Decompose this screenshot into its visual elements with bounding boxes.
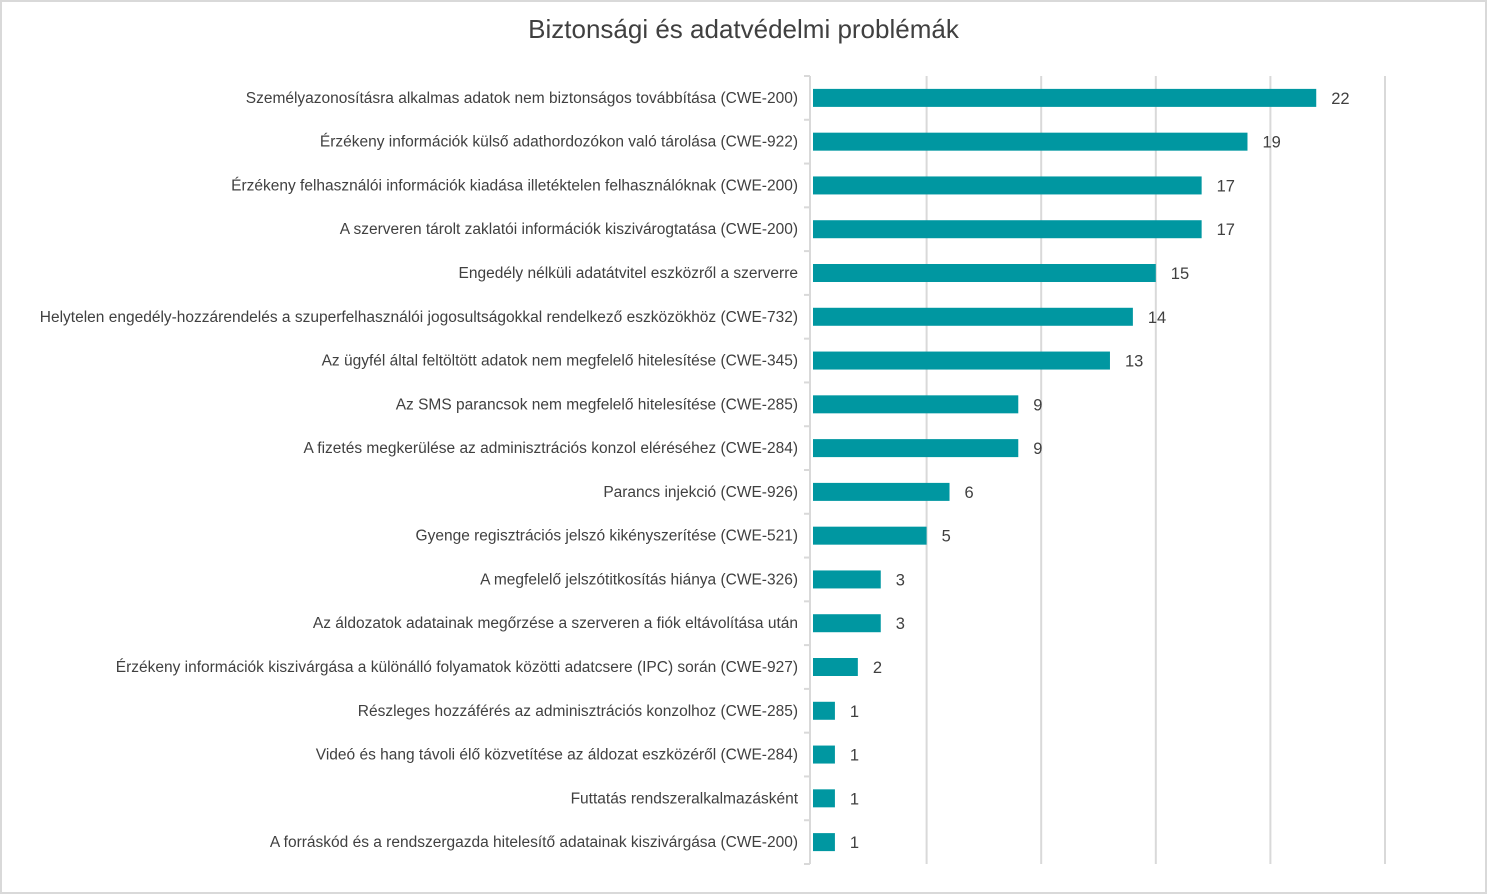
category-label: Videó és hang távoli élő közvetítése az …: [316, 747, 798, 764]
data-label: 1: [850, 703, 859, 721]
data-label: 14: [1148, 309, 1166, 327]
category-label: Érzékeny információk külső adathordozóko…: [320, 134, 798, 151]
data-label: 9: [1033, 396, 1042, 414]
data-label: 13: [1125, 353, 1143, 371]
bar: [813, 176, 1202, 195]
category-label: Az ügyfél által feltöltött adatok nem me…: [322, 353, 798, 370]
bar: [813, 351, 1110, 370]
data-label: 17: [1217, 221, 1235, 239]
bar: [813, 482, 950, 501]
bar: [813, 833, 835, 852]
data-label: 19: [1262, 134, 1280, 152]
bar: [813, 395, 1019, 414]
data-label: 1: [850, 834, 859, 852]
bar: [813, 220, 1202, 239]
category-label: A szerveren tárolt zaklatói információk …: [340, 221, 798, 238]
bar: [813, 701, 835, 720]
category-label: Érzékeny felhasználói információk kiadás…: [231, 177, 798, 194]
data-label: 3: [896, 615, 905, 633]
category-label: Parancs injekció (CWE-926): [603, 484, 798, 501]
bar: [813, 526, 927, 545]
data-label: 1: [850, 790, 859, 808]
category-label: A megfelelő jelszótitkosítás hiánya (CWE…: [480, 571, 798, 588]
category-label: Az áldozatok adatainak megőrzése a szerv…: [313, 615, 798, 632]
data-label: 6: [965, 484, 974, 502]
data-label: 1: [850, 747, 859, 765]
category-label: A forráskód és a rendszergazda hitelesít…: [270, 834, 798, 851]
category-label: Részleges hozzáférés az adminisztrációs …: [358, 703, 798, 720]
data-label: 9: [1033, 440, 1042, 458]
chart-title: Biztonsági és adatvédelmi problémák: [528, 14, 959, 44]
data-label: 2: [873, 659, 882, 677]
bar: [813, 614, 881, 633]
category-label: Futtatás rendszeralkalmazásként: [571, 790, 799, 807]
category-label: A fizetés megkerülése az adminisztrációs…: [304, 440, 799, 457]
category-label: Érzékeny információk kiszivárgása a külö…: [116, 659, 798, 676]
data-label: 5: [942, 528, 951, 546]
bar: [813, 789, 835, 808]
bar: [813, 658, 858, 676]
bar: [813, 88, 1317, 107]
data-label: 17: [1217, 177, 1235, 195]
category-label: Személyazonosításra alkalmas adatok nem …: [246, 90, 798, 107]
bar: [813, 439, 1019, 458]
data-label: 3: [896, 571, 905, 589]
bar: [813, 745, 835, 764]
bar: [813, 570, 881, 589]
data-label: 22: [1331, 90, 1349, 108]
category-label: Gyenge regisztrációs jelszó kikényszerít…: [416, 528, 798, 545]
category-label: Helytelen engedély-hozzárendelés a szupe…: [40, 309, 798, 326]
data-label: 15: [1171, 265, 1189, 283]
bar: [813, 132, 1248, 151]
bar: [813, 264, 1156, 282]
bar: [813, 307, 1133, 326]
category-label: Engedély nélküli adatátvitel eszközről a…: [459, 265, 798, 282]
category-label: Az SMS parancsok nem megfelelő hitelesít…: [396, 396, 798, 413]
